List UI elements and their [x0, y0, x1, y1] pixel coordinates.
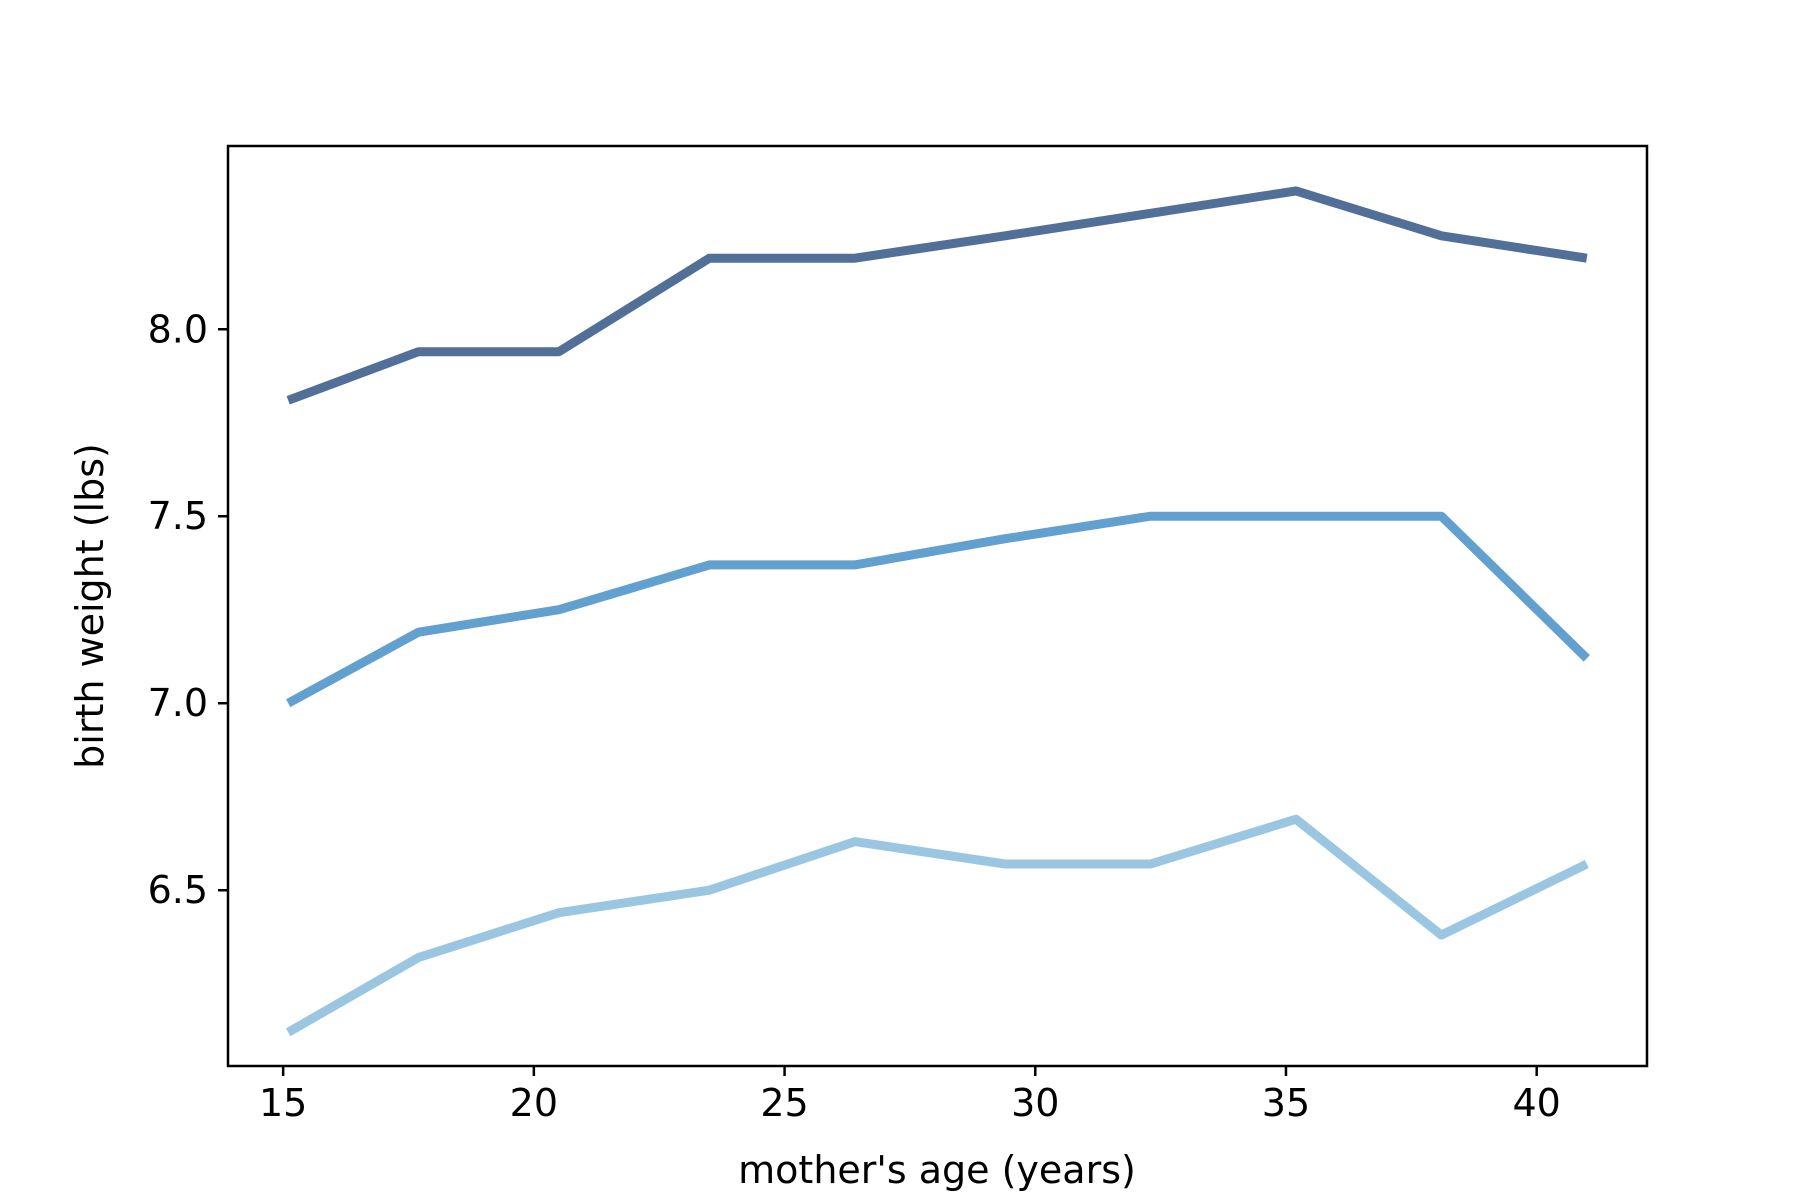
series-line-2 — [286, 511, 1590, 708]
y-axis-label: birth weight (lbs) — [68, 443, 112, 769]
x-axis: 15 20 25 30 35 40 — [259, 1066, 1561, 1125]
plot-frame — [226, 144, 1649, 1068]
y-tick-label: 7.0 — [148, 681, 208, 725]
series-layer — [285, 186, 1590, 1037]
x-tick-label: 15 — [259, 1081, 307, 1125]
series-line-3 — [286, 186, 1588, 405]
y-tick-label: 8.0 — [148, 307, 208, 351]
y-tick-label: 6.5 — [148, 868, 208, 912]
x-tick-label: 20 — [510, 1081, 558, 1125]
x-tick-label: 25 — [760, 1081, 808, 1125]
x-tick-label: 35 — [1262, 1081, 1310, 1125]
x-tick-label: 30 — [1011, 1081, 1059, 1125]
y-tick-label: 7.5 — [148, 494, 208, 538]
y-axis: 6.5 7.0 7.5 8.0 — [148, 307, 228, 912]
x-tick-label: 40 — [1513, 1081, 1561, 1125]
series-line-1 — [285, 814, 1589, 1037]
x-axis-label: mother's age (years) — [738, 1148, 1136, 1192]
